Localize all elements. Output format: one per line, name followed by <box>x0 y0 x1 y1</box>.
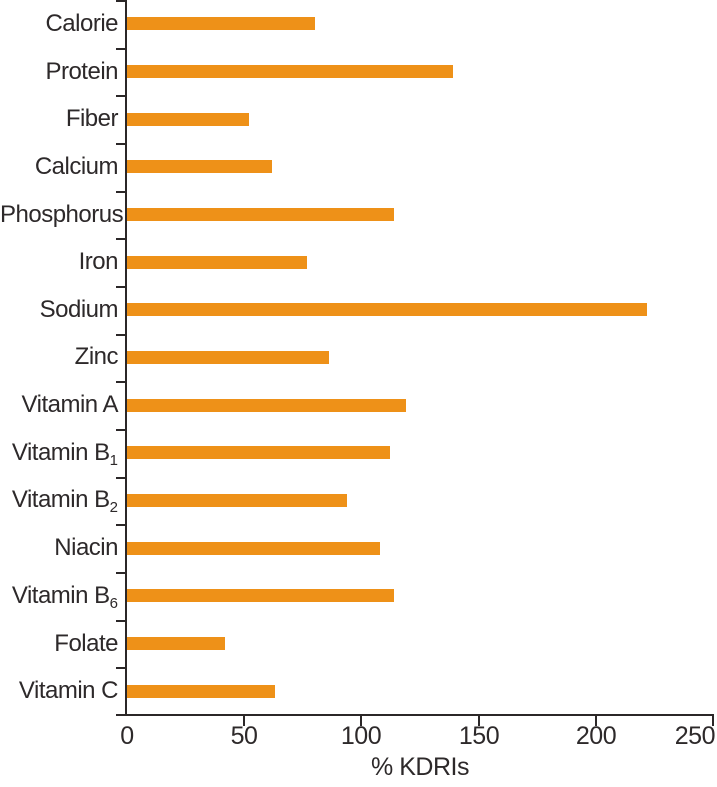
bar <box>127 399 406 412</box>
y-axis-tick <box>116 95 126 97</box>
category-label: Calcium <box>34 153 119 180</box>
bar <box>127 208 394 221</box>
y-axis-tick <box>116 191 126 193</box>
bar <box>127 542 380 555</box>
bar <box>127 494 347 507</box>
y-axis-tick <box>116 143 126 145</box>
bar <box>127 637 225 650</box>
category-label: Vitamin B1 <box>11 439 118 469</box>
y-axis-tick <box>116 238 126 240</box>
y-axis-tick <box>116 286 126 288</box>
bar <box>127 65 453 78</box>
x-tick-label: 50 <box>230 722 258 750</box>
y-axis-line <box>125 0 127 716</box>
y-axis-tick <box>116 572 126 574</box>
y-axis-tick <box>116 477 126 479</box>
category-label: Phosphorus <box>0 201 124 228</box>
bar <box>127 113 249 126</box>
x-axis-line <box>125 714 714 716</box>
y-axis-tick <box>116 714 126 716</box>
y-axis-tick <box>116 48 126 50</box>
y-axis-tick <box>116 620 126 622</box>
y-axis-tick <box>116 381 126 383</box>
bar <box>127 256 307 269</box>
x-axis-tick <box>360 716 362 726</box>
category-label: Iron <box>78 248 119 275</box>
x-tick-label: 150 <box>458 722 500 750</box>
category-label: Sodium <box>39 296 119 323</box>
x-tick-label: 100 <box>340 722 382 750</box>
category-label: Fiber <box>65 105 119 132</box>
x-tick-label: 200 <box>575 722 617 750</box>
x-axis-tick <box>243 716 245 726</box>
x-axis-tick <box>595 716 597 726</box>
y-axis-tick <box>116 429 126 431</box>
category-label: Niacin <box>54 534 118 561</box>
y-axis-tick <box>116 334 126 336</box>
y-axis-tick <box>116 0 126 2</box>
category-label: Protein <box>45 58 118 85</box>
category-label: Vitamin B6 <box>11 582 118 612</box>
x-tick-label: 250 <box>674 722 716 750</box>
category-label: Folate <box>54 630 118 657</box>
category-label: Vitamin C <box>18 677 119 704</box>
bar <box>127 303 647 316</box>
bar <box>127 446 390 459</box>
x-axis-title: % KDRIs <box>371 753 469 781</box>
x-tick-label: 0 <box>120 722 134 750</box>
bar <box>127 351 329 364</box>
x-axis-tick <box>712 716 714 726</box>
category-label: Vitamin B2 <box>11 486 118 516</box>
category-label-subscript: 6 <box>109 595 118 612</box>
y-axis-tick <box>116 524 126 526</box>
category-label-subscript: 1 <box>109 452 118 469</box>
x-axis-tick <box>478 716 480 726</box>
category-label: Zinc <box>74 343 119 370</box>
y-axis-tick <box>116 667 126 669</box>
category-label: Calorie <box>45 10 118 37</box>
bar <box>127 17 315 30</box>
category-label: Vitamin A <box>21 391 119 418</box>
bar <box>127 160 272 173</box>
bar <box>127 589 394 602</box>
category-label-subscript: 2 <box>109 499 118 516</box>
bar <box>127 685 275 698</box>
